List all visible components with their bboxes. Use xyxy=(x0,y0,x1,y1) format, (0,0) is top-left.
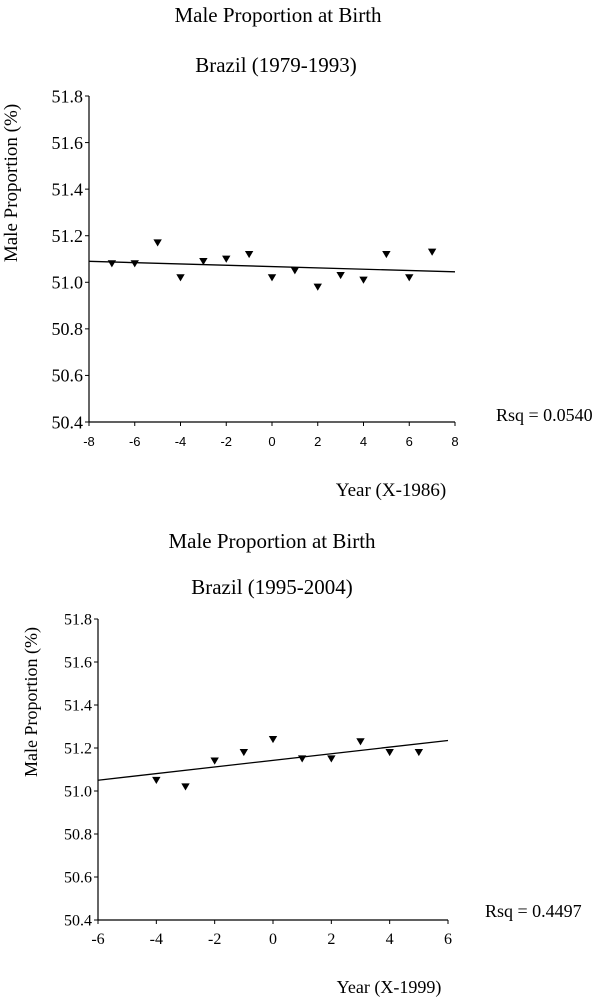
chart-1-data-point xyxy=(199,257,208,266)
chart-1-subtitle: Brazil (1979-1993) xyxy=(195,53,357,77)
chart-2-data-point xyxy=(297,755,307,763)
chart-1-data-point xyxy=(222,255,231,263)
chart-1-data-point xyxy=(244,250,254,259)
chart-1-data-point xyxy=(290,267,300,275)
chart-2-subtitle: Brazil (1995-2004) xyxy=(191,575,353,599)
chart-1-rsq: Rsq = 0.0540 xyxy=(496,405,593,425)
chart-2-xtick-label: 6 xyxy=(444,931,452,948)
chart-2-data-point xyxy=(327,755,336,763)
chart-2-xtick-label: -2 xyxy=(208,931,221,948)
chart-2-xtick-label: -6 xyxy=(91,931,104,948)
chart-2-ytick-label: 51.6 xyxy=(64,655,92,672)
chart-2-data-point xyxy=(385,748,394,757)
chart-2-plot: 50.4 50.6 50.8 51.0 51.2 51.4 51.6 51.8 -6 -4 -2 0 2… xyxy=(64,612,452,948)
chart-1-ytick-label: 50.6 xyxy=(52,366,84,386)
chart-2-xlabel: Year (X-1999) xyxy=(337,977,442,998)
chart-2-xtick-label: 4 xyxy=(386,931,394,948)
chart-1-data-point xyxy=(107,260,117,268)
chart-1-data-point xyxy=(130,260,139,268)
chart-1-ytick-label: 51.6 xyxy=(52,133,84,153)
chart-1-ytick-label: 50.8 xyxy=(52,319,84,339)
chart-1-ytick-label: 50.4 xyxy=(52,412,84,432)
chart-1-ytick-label: 51.8 xyxy=(52,86,84,106)
chart-2-rsq: Rsq = 0.4497 xyxy=(485,901,582,921)
chart-1-ytick-label: 51.0 xyxy=(52,273,84,293)
chart-1-data-point xyxy=(405,274,414,282)
chart-2-ytick-label: 51.0 xyxy=(64,784,92,801)
chart-2-data-point xyxy=(239,748,249,757)
chart-1-data-point xyxy=(313,283,322,291)
chart-1-xlabel: Year (X-1986) xyxy=(336,480,446,501)
chart-2-xtick-label: 2 xyxy=(327,931,335,948)
chart-2-data-point xyxy=(181,783,190,791)
chart-2-xtick-label: 0 xyxy=(269,931,277,948)
chart-2: Male Proportion at Birth Brazil (1995-20… xyxy=(21,529,582,998)
chart-1-plot: 50.4 50.6 50.8 51.0 51.2 51.4 51.6 51.8 -8 -6 -4 -2… xyxy=(52,86,459,449)
chart-2-title: Male Proportion at Birth xyxy=(168,529,376,553)
chart-1-xtick-label: 0 xyxy=(268,434,275,449)
chart-1-xtick-label: -2 xyxy=(220,434,232,449)
chart-2-ytick-label: 50.8 xyxy=(64,827,92,844)
chart-1: Male Proportion at Birth Brazil (1979-19… xyxy=(1,3,593,501)
chart-1-data-point xyxy=(427,248,437,256)
chart-1-fit-line xyxy=(88,260,456,273)
chart-1-data-point xyxy=(267,274,277,282)
chart-2-fit-line xyxy=(97,739,449,781)
chart-1-xtick-label: 2 xyxy=(314,434,321,449)
chart-2-ytick-label: 51.8 xyxy=(64,612,92,629)
chart-1-data-point xyxy=(336,271,345,280)
chart-2-ytick-label: 50.6 xyxy=(64,870,92,887)
chart-1-xtick-label: 8 xyxy=(451,434,458,449)
chart-2-ylabel: Male Proportion (%) xyxy=(21,627,42,777)
chart-1-xtick-label: -8 xyxy=(83,434,95,449)
chart-1-ytick-label: 51.2 xyxy=(52,226,84,246)
chart-1-xtick-label: 6 xyxy=(406,434,413,449)
chart-2-data-point xyxy=(414,748,424,757)
chart-1-data-point xyxy=(382,250,391,259)
chart-1-data-point xyxy=(176,274,185,282)
chart-2-data-point xyxy=(152,776,161,785)
chart-2-data-point xyxy=(210,757,219,765)
chart-1-ytick-label: 51.4 xyxy=(52,179,84,199)
chart-2-ytick-label: 51.4 xyxy=(64,698,92,715)
chart-1-title: Male Proportion at Birth xyxy=(174,3,382,27)
chart-2-data-point xyxy=(268,736,278,744)
chart-1-ylabel: Male Proportion (%) xyxy=(1,104,22,262)
chart-2-ytick-label: 50.4 xyxy=(64,913,92,930)
chart-2-xtick-label: -4 xyxy=(150,931,163,948)
chart-1-xtick-label: 4 xyxy=(360,434,367,449)
chart-1-data-point xyxy=(359,276,368,284)
chart-2-data-point xyxy=(356,738,365,746)
chart-1-xtick-label: -4 xyxy=(175,434,187,449)
chart-2-ytick-label: 51.2 xyxy=(64,741,92,758)
chart-1-xtick-label: -6 xyxy=(129,434,141,449)
chart-1-data-point xyxy=(153,239,162,247)
